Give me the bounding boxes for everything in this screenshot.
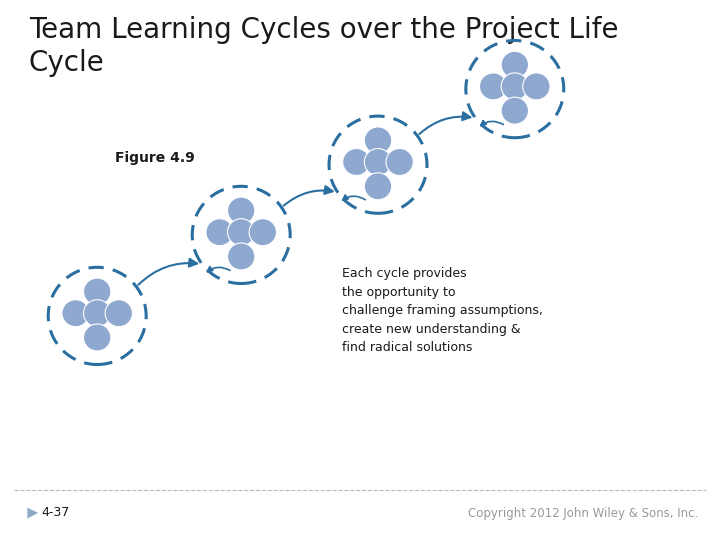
Ellipse shape (84, 278, 111, 305)
FancyArrowPatch shape (284, 186, 333, 206)
Ellipse shape (343, 148, 370, 176)
FancyArrowPatch shape (420, 112, 470, 134)
FancyArrowPatch shape (138, 259, 197, 285)
Text: Figure 4.9: Figure 4.9 (115, 151, 195, 165)
Ellipse shape (105, 300, 132, 327)
Ellipse shape (249, 219, 276, 246)
Ellipse shape (84, 324, 111, 351)
Ellipse shape (501, 97, 528, 124)
Ellipse shape (523, 73, 550, 100)
FancyArrowPatch shape (481, 120, 503, 126)
Ellipse shape (62, 300, 89, 327)
Ellipse shape (364, 173, 392, 200)
Ellipse shape (228, 243, 255, 270)
Ellipse shape (364, 148, 392, 176)
Ellipse shape (84, 300, 111, 327)
FancyArrowPatch shape (207, 267, 230, 272)
Ellipse shape (206, 219, 233, 246)
Ellipse shape (501, 73, 528, 100)
Polygon shape (27, 508, 38, 518)
Ellipse shape (480, 73, 507, 100)
Text: 4-37: 4-37 (42, 507, 70, 519)
Ellipse shape (228, 197, 255, 224)
Text: Copyright 2012 John Wiley & Sons, Inc.: Copyright 2012 John Wiley & Sons, Inc. (468, 507, 698, 519)
Ellipse shape (364, 127, 392, 154)
FancyArrowPatch shape (343, 195, 365, 200)
Ellipse shape (386, 148, 413, 176)
Ellipse shape (501, 51, 528, 78)
Text: Each cycle provides
the opportunity to
challenge framing assumptions,
create new: Each cycle provides the opportunity to c… (342, 267, 543, 354)
Text: Team Learning Cycles over the Project Life
Cycle: Team Learning Cycles over the Project Li… (29, 16, 618, 77)
Ellipse shape (228, 219, 255, 246)
